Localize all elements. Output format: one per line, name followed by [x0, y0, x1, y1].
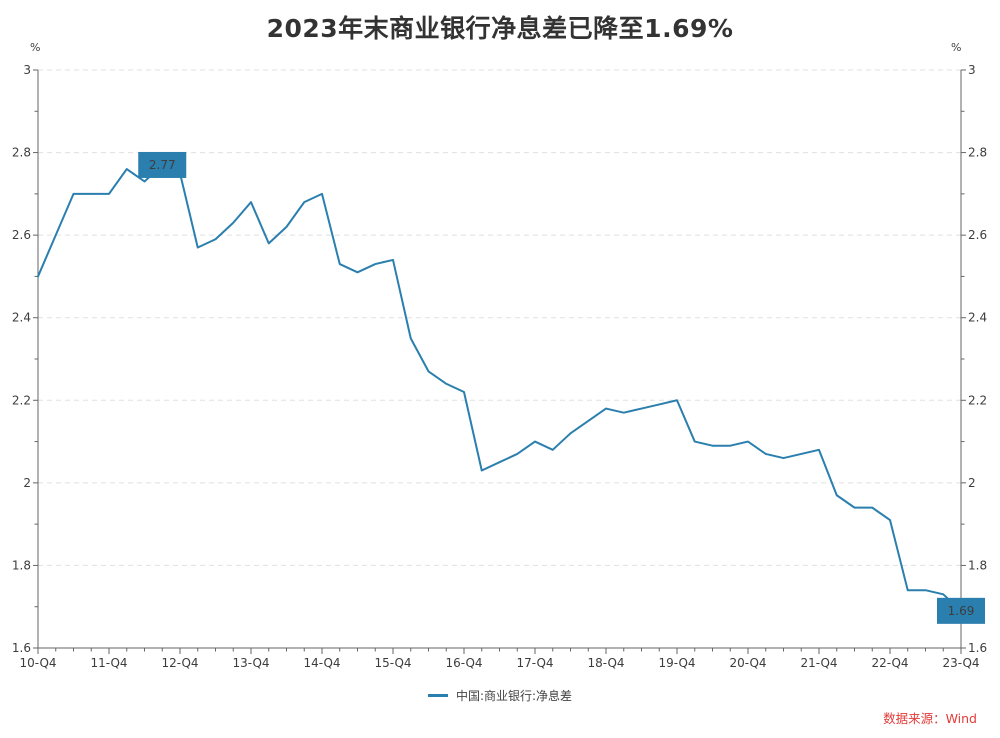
- x-tick-label: 22-Q4: [871, 656, 908, 670]
- y-axis-unit-left: %: [30, 41, 41, 54]
- y-tick-label-right: 2: [968, 476, 976, 490]
- x-tick-label: 17-Q4: [516, 656, 553, 670]
- x-tick-label: 19-Q4: [658, 656, 695, 670]
- y-tick-label-right: 2.8: [968, 146, 987, 160]
- data-label-value: 1.69: [948, 604, 975, 618]
- x-tick-label: 23-Q4: [942, 656, 979, 670]
- y-tick-label-right: 3: [968, 63, 976, 77]
- y-axis-unit-right: %: [951, 41, 962, 54]
- x-tick-label: 10-Q4: [19, 656, 56, 670]
- data-source-note: 数据来源：Wind: [883, 711, 977, 726]
- x-tick-label: 20-Q4: [729, 656, 766, 670]
- y-tick-label-right: 1.8: [968, 558, 987, 572]
- x-tick-label: 11-Q4: [90, 656, 127, 670]
- y-tick-label-left: 2.6: [12, 228, 31, 242]
- y-tick-label-right: 2.4: [968, 311, 987, 325]
- series-line: [37, 163, 962, 612]
- y-tick-label-left: 2.2: [12, 393, 31, 407]
- x-tick-label: 12-Q4: [161, 656, 198, 670]
- legend: 中国:商业银行:净息差: [0, 687, 1000, 704]
- chart-title: 2023年末商业银行净息差已降至1.69%: [266, 14, 734, 43]
- y-tick-label-left: 2: [23, 476, 31, 490]
- y-tick-label-left: 1.6: [12, 641, 31, 655]
- y-tick-label-left: 2.8: [12, 146, 31, 160]
- y-tick-label-left: 2.4: [12, 311, 31, 325]
- x-tick-label: 18-Q4: [587, 656, 624, 670]
- data-label-value: 2.77: [149, 158, 176, 172]
- data-label-box: [138, 151, 187, 178]
- x-tick-label: 14-Q4: [303, 656, 340, 670]
- x-tick-label: 21-Q4: [800, 656, 837, 670]
- data-label-box: [937, 597, 985, 624]
- y-tick-label-left: 1.8: [12, 558, 31, 572]
- y-tick-label-right: 1.6: [968, 641, 987, 655]
- x-tick-label: 15-Q4: [374, 656, 411, 670]
- legend-label: 中国:商业银行:净息差: [455, 689, 573, 703]
- y-tick-label-right: 2.6: [968, 228, 987, 242]
- y-tick-label-left: 3: [23, 63, 31, 77]
- x-tick-label: 16-Q4: [445, 656, 482, 670]
- legend-line-swatch: [427, 694, 448, 697]
- x-tick-label: 13-Q4: [232, 656, 269, 670]
- y-tick-label-right: 2.2: [968, 393, 987, 407]
